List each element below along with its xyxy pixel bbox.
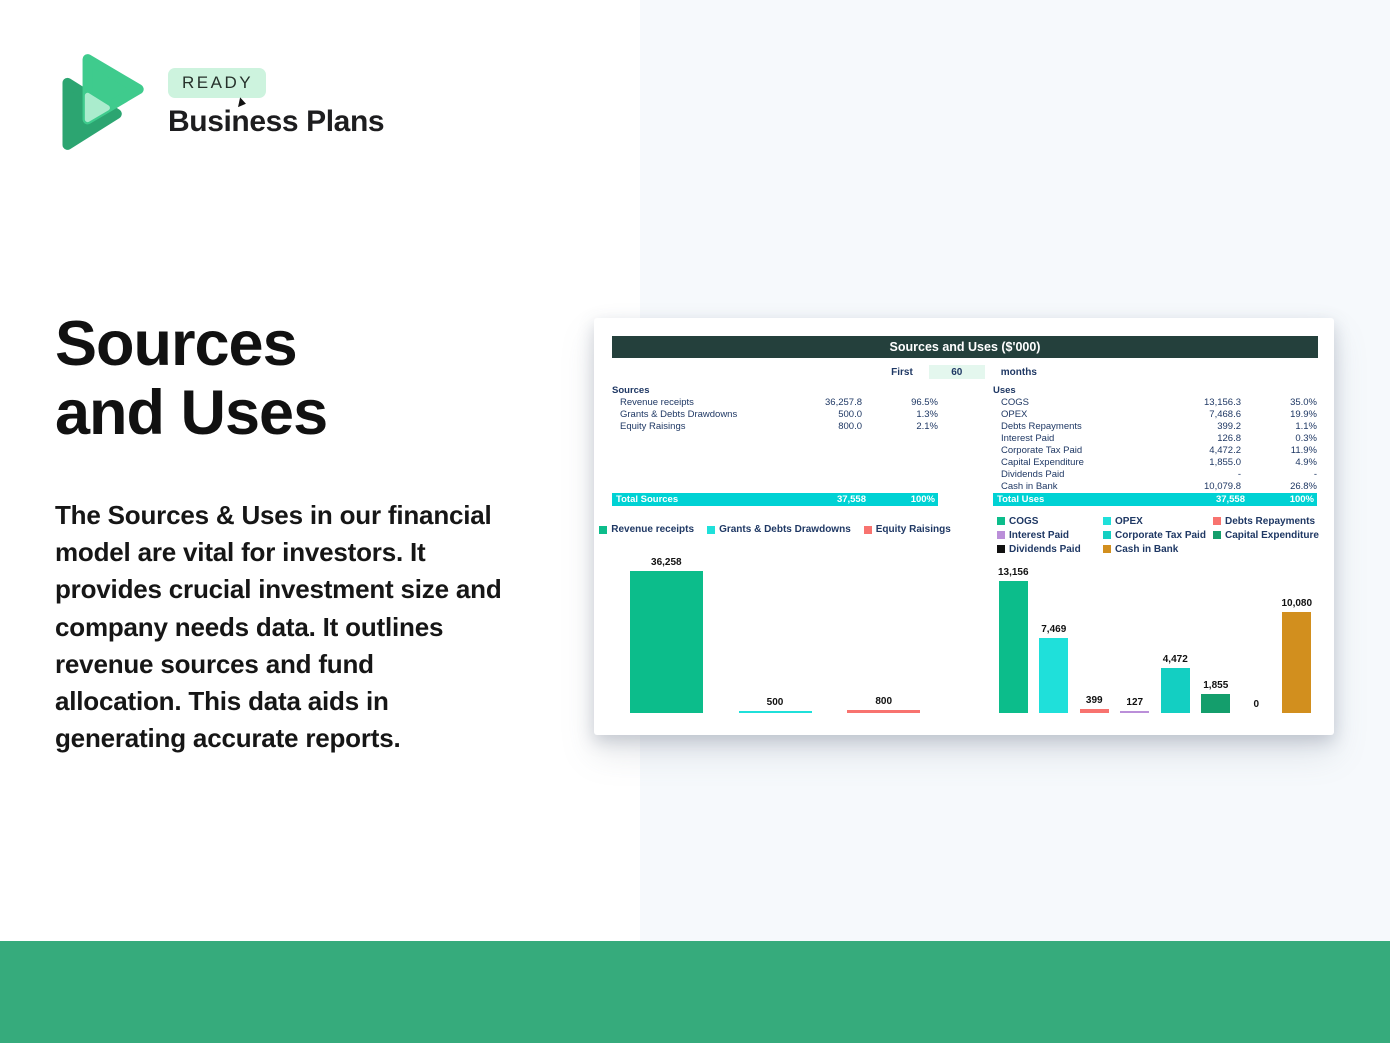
bar <box>1120 711 1150 713</box>
sources-bar-chart: Revenue receipts Grants & Debts Drawdowns… <box>599 514 951 713</box>
sources-table-header: Sources <box>612 385 650 396</box>
legend-swatch-icon <box>1213 517 1221 525</box>
spreadsheet-screenshot-card: Sources and Uses ($'000) First months So… <box>594 318 1334 735</box>
legend-swatch-icon <box>1213 531 1221 539</box>
bar-slot: 13,156 <box>993 567 1034 713</box>
bar <box>1160 668 1190 713</box>
legend-item: Cash in Bank <box>1103 542 1213 556</box>
legend-item: Grants & Debts Drawdowns <box>707 524 851 535</box>
page-title-line2: and Uses <box>55 378 328 449</box>
uses-bar-chart: COGS OPEX Debts Repayments Interest Paid Cor… <box>993 514 1319 713</box>
tables-row: Sources Revenue receipts 36,257.8 96.5% Gra… <box>612 384 1317 506</box>
legend-swatch-icon <box>707 525 716 534</box>
bar <box>998 581 1028 713</box>
charts-row: Revenue receipts Grants & Debts Drawdowns… <box>599 514 1319 713</box>
bar-slot: 36,258 <box>612 557 721 713</box>
legend-swatch-icon <box>1103 531 1111 539</box>
legend-swatch-icon <box>997 531 1005 539</box>
table-row: Debts Repayments 399.2 1.1% <box>1001 421 1317 432</box>
bar <box>738 711 812 713</box>
uses-table: Uses COGS 13,156.3 35.0% OPEX 7,468.6 19.9% De… <box>993 384 1317 506</box>
period-suffix-label: months <box>1000 366 1037 378</box>
bar-value-label: 10,080 <box>1281 598 1313 609</box>
legend-item: Equity Raisings <box>863 524 951 535</box>
bar-value-label: 7,469 <box>1041 624 1067 635</box>
bar-value-label: 399 <box>1085 695 1103 706</box>
bar-slot: 7,469 <box>1034 624 1075 713</box>
legend-item: Debts Repayments <box>1213 514 1319 528</box>
period-prefix-label: First <box>891 366 913 378</box>
legend-swatch-icon <box>1103 545 1111 553</box>
uses-chart-plot: 13,156 7,469 399 127 4,472 1,855 0 10,080 <box>993 567 1317 713</box>
legend-item: Revenue receipts <box>599 524 694 535</box>
bar <box>1282 612 1312 713</box>
legend-item: Dividends Paid <box>997 542 1103 556</box>
table-row: Grants & Debts Drawdowns 500.0 1.3% <box>620 409 938 420</box>
bar-value-label: 13,156 <box>997 567 1029 578</box>
bar-value-label: 800 <box>875 696 893 707</box>
legend-item: Interest Paid <box>997 528 1103 542</box>
bar <box>1201 694 1231 713</box>
bar-slot: 399 <box>1074 695 1115 713</box>
legend-swatch-icon <box>1103 517 1111 525</box>
bar <box>629 571 703 713</box>
page-title: Sources and Uses <box>55 309 328 449</box>
play-triangles-logo-icon <box>62 54 144 150</box>
bar-slot: 127 <box>1115 697 1156 713</box>
table-row: Revenue receipts 36,257.8 96.5% <box>620 397 938 408</box>
table-row: Dividends Paid - - <box>1001 469 1317 480</box>
sources-chart-plot: 36,258 500 800 <box>612 557 938 713</box>
legend-item: Corporate Tax Paid <box>1103 528 1213 542</box>
period-selector-row: First months <box>594 364 1334 380</box>
bar-value-label: 4,472 <box>1162 654 1188 665</box>
uses-table-header: Uses <box>993 385 1016 396</box>
brand-badge: READY <box>168 68 267 98</box>
bar-value-label: 36,258 <box>651 557 682 568</box>
table-row: Cash in Bank 10,079.8 26.8% <box>1001 481 1317 492</box>
legend-swatch-icon <box>863 525 872 534</box>
sources-chart-legend: Revenue receipts Grants & Debts Drawdowns… <box>599 524 951 535</box>
bar <box>1079 709 1109 713</box>
bar-value-label: 500 <box>766 697 784 708</box>
footer-bar <box>0 941 1390 1043</box>
bar-slot: 0 <box>1236 699 1277 713</box>
table-row: Capital Expenditure 1,855.0 4.9% <box>1001 457 1317 468</box>
legend-item: Capital Expenditure <box>1213 528 1319 542</box>
uses-chart-legend: COGS OPEX Debts Repayments Interest Paid Cor… <box>997 514 1319 556</box>
legend-swatch-icon <box>997 545 1005 553</box>
brand-name: Business Plans <box>168 97 385 139</box>
description-paragraph: The Sources & Uses in our financial mode… <box>55 500 502 754</box>
bar-slot: 1,855 <box>1196 680 1237 713</box>
sources-table: Sources Revenue receipts 36,257.8 96.5% Gra… <box>612 384 938 506</box>
table-row: Equity Raisings 800.0 2.1% <box>620 421 938 432</box>
legend-item: COGS <box>997 514 1103 528</box>
legend-swatch-icon <box>599 525 608 534</box>
total-sources-row: Total Sources 37,558 100% <box>612 493 938 506</box>
brand-logo: READY Business Plans <box>58 50 385 154</box>
legend-item: OPEX <box>1103 514 1213 528</box>
legend-swatch-icon <box>997 517 1005 525</box>
table-row: Interest Paid 126.8 0.3% <box>1001 433 1317 444</box>
bar <box>847 710 921 713</box>
period-months-input[interactable] <box>928 365 985 379</box>
bar-value-label: 0 <box>1253 699 1260 710</box>
uses-rows: COGS 13,156.3 35.0% OPEX 7,468.6 19.9% Debts R… <box>993 397 1317 493</box>
table-row: OPEX 7,468.6 19.9% <box>1001 409 1317 420</box>
table-row: Corporate Tax Paid 4,472.2 11.9% <box>1001 445 1317 456</box>
bar <box>1039 638 1069 713</box>
sources-rows: Revenue receipts 36,257.8 96.5% Grants & De… <box>612 397 938 433</box>
spreadsheet-title: Sources and Uses ($'000) <box>612 336 1318 358</box>
table-row: COGS 13,156.3 35.0% <box>1001 397 1317 408</box>
bar-value-label: 127 <box>1126 697 1144 708</box>
total-uses-row: Total Uses 37,558 100% <box>993 493 1317 506</box>
bar-slot: 800 <box>829 696 938 713</box>
page-title-line1: Sources <box>55 309 298 379</box>
bar-value-label: 1,855 <box>1203 680 1229 691</box>
bar-slot: 10,080 <box>1277 598 1318 713</box>
bar-slot: 500 <box>721 697 830 713</box>
bar-slot: 4,472 <box>1155 654 1196 713</box>
